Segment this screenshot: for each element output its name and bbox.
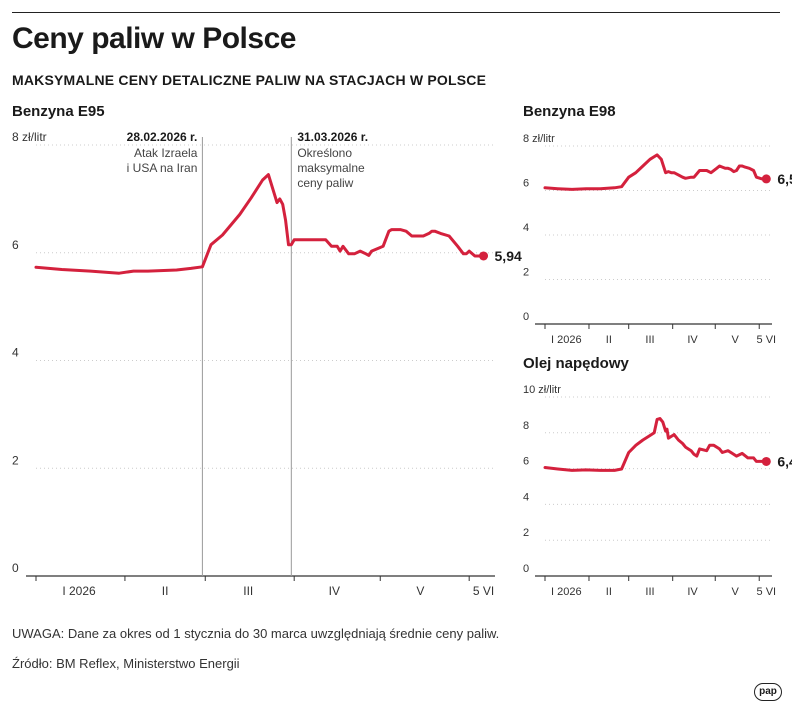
y-tick-label: 2 — [12, 453, 19, 467]
last-point-marker — [761, 174, 771, 184]
last-value-label: 6,40 — [777, 453, 792, 469]
x-tick-label: IV — [687, 334, 698, 346]
x-tick-label: V — [416, 584, 424, 598]
y-tick-label: 0 — [12, 561, 19, 575]
x-tick-label: II — [606, 586, 612, 598]
chart-title: Olej napędowy — [523, 355, 630, 372]
event-date: 28.02.2026 r. — [127, 130, 198, 144]
price-line — [543, 153, 768, 191]
chart-title: Benzyna E98 — [523, 103, 616, 120]
x-tick-label: I 2026 — [551, 334, 582, 346]
y-tick-label: 8 — [523, 420, 529, 432]
y-tick-label: 0 — [523, 563, 529, 575]
x-tick-label: V — [731, 586, 739, 598]
x-tick-label: III — [645, 586, 654, 598]
page-title: Ceny paliw w Polsce — [12, 22, 296, 55]
x-tick-label: V — [731, 334, 739, 346]
event-text: Atak Izraela — [134, 146, 198, 160]
price-line — [543, 417, 768, 472]
last-point-marker — [479, 251, 489, 261]
y-tick-label: 8 zł/litr — [12, 130, 47, 144]
y-tick-label: 10 zł/litr — [523, 384, 561, 396]
event-text: ceny paliw — [297, 176, 353, 190]
y-tick-label: 0 — [523, 311, 529, 323]
chart-title: Benzyna E95 — [12, 103, 105, 120]
event-date: 31.03.2026 r. — [297, 130, 368, 144]
y-tick-label: 2 — [523, 267, 529, 279]
footnote: UWAGA: Dane za okres od 1 stycznia do 30… — [12, 626, 500, 641]
x-tick-label: 5 VI — [473, 584, 494, 598]
x-tick-label: II — [606, 334, 612, 346]
last-point-marker — [761, 456, 771, 466]
last-value-label: 5,94 — [495, 248, 522, 264]
x-tick-label: IV — [329, 584, 340, 598]
y-tick-label: 6 — [523, 178, 529, 190]
event-text: Określono — [297, 146, 352, 160]
x-tick-label: III — [243, 584, 253, 598]
event-text: maksymalne — [297, 161, 365, 175]
x-tick-label: 5 VI — [757, 586, 777, 598]
x-tick-label: I 2026 — [62, 584, 96, 598]
x-tick-label: IV — [687, 586, 698, 598]
event-text: i USA na Iran — [127, 161, 198, 175]
x-tick-label: 5 VI — [757, 334, 777, 346]
source-note: Źródło: BM Reflex, Ministerstwo Energii — [12, 656, 240, 671]
x-tick-label: II — [162, 584, 169, 598]
y-tick-label: 2 — [523, 527, 529, 539]
y-tick-label: 4 — [12, 346, 19, 360]
y-tick-label: 8 zł/litr — [523, 133, 555, 145]
x-tick-label: I 2026 — [551, 586, 582, 598]
last-value-label: 6,52 — [777, 171, 792, 187]
y-tick-label: 4 — [523, 491, 529, 503]
price-line — [34, 173, 485, 275]
pap-logo: pap — [754, 683, 782, 701]
y-tick-label: 6 — [12, 238, 19, 252]
x-tick-label: III — [645, 334, 654, 346]
page-subtitle: MAKSYMALNE CENY DETALICZNE PALIW NA STAC… — [12, 72, 487, 88]
y-tick-label: 4 — [523, 222, 529, 234]
y-tick-label: 6 — [523, 456, 529, 468]
top-rule — [12, 12, 780, 13]
